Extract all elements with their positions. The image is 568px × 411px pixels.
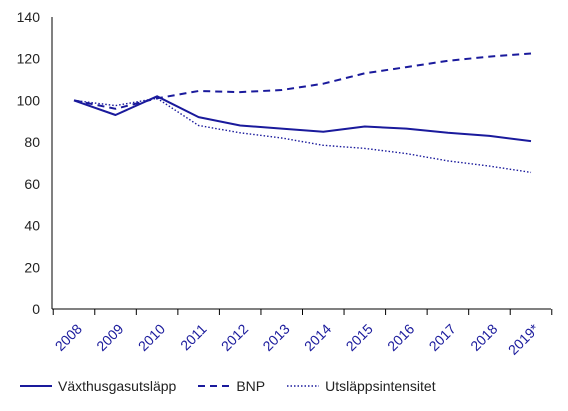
y-axis-ticks: 0 20 40 60 80 100 120 140	[17, 9, 41, 317]
x-axis-ticks: 2008 2009 2010 2011 2012 2013 2014 2015 2016 2017…	[52, 309, 553, 358]
series-lines	[73, 52, 532, 174]
y-tick-label: 80	[24, 134, 40, 150]
y-tick-label: 20	[24, 259, 40, 275]
y-tick-label: 60	[24, 176, 40, 192]
legend-swatch	[20, 385, 52, 387]
x-tick-label: 2013	[259, 321, 292, 354]
y-tick-label: 0	[32, 301, 40, 317]
legend-label: Växthusgasutsläpp	[58, 378, 177, 394]
x-tick-label: 2019*	[505, 320, 543, 358]
legend-item: BNP	[198, 378, 265, 394]
x-tick-label: 2010	[135, 321, 168, 354]
x-tick-label: 2009	[93, 321, 126, 354]
y-tick-label: 140	[17, 9, 41, 25]
legend-swatch	[287, 385, 320, 387]
legend-item: Utsläppsintensitet	[287, 378, 436, 394]
x-tick-label: 2011	[177, 321, 210, 354]
legend-item: Växthusgasutsläpp	[20, 378, 176, 394]
x-tick-label: 2015	[343, 321, 376, 354]
x-tick-label: 2018	[467, 321, 500, 354]
axes	[51, 17, 551, 310]
series-line	[73, 95, 532, 143]
y-tick-label: 100	[17, 92, 41, 108]
legend-label: Utsläppsintensitet	[325, 378, 436, 394]
legend-swatch	[198, 385, 231, 387]
y-tick-label: 40	[24, 218, 40, 234]
x-tick-label: 2016	[384, 321, 417, 354]
x-tick-label: 2008	[52, 321, 85, 354]
legend-label: BNP	[236, 378, 266, 394]
x-tick-label: 2017	[426, 321, 459, 354]
x-tick-label: 2014	[301, 321, 334, 354]
y-tick-label: 120	[17, 51, 41, 67]
series-line	[73, 97, 532, 174]
x-tick-label: 2012	[218, 321, 251, 354]
legend: Växthusgasutsläpp BNP Utsläppsintensitet	[20, 378, 458, 394]
series-line	[73, 52, 532, 110]
